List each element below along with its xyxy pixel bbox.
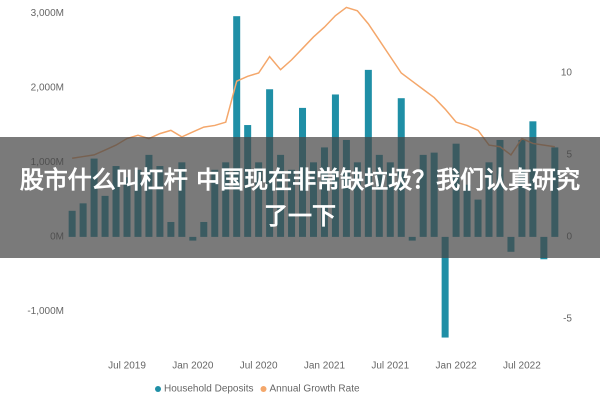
overlay-text: 股市什么叫杠杆 中国现在非常缺垃圾？我们认真研究了一下 xyxy=(19,165,581,230)
x-tick-label: Jul 2022 xyxy=(503,361,541,372)
bar xyxy=(441,236,449,338)
bar xyxy=(233,16,241,237)
y-tick-label: 3,000M xyxy=(31,8,64,19)
legend-label: Household Deposits xyxy=(164,384,254,395)
overlay-banner: 股市什么叫杠杆 中国现在非常缺垃圾？我们认真研究了一下 xyxy=(0,137,600,258)
x-tick-label: Jan 2021 xyxy=(304,361,346,372)
x-tick-label: Jul 2021 xyxy=(371,361,409,372)
y-tick-label: 2,000M xyxy=(31,82,64,93)
legend-label: Annual Growth Rate xyxy=(270,384,360,395)
y2-tick-label: -5 xyxy=(563,313,572,324)
x-tick-label: Jul 2019 xyxy=(108,361,146,372)
line xyxy=(72,6,555,159)
x-tick-label: Jan 2020 xyxy=(172,361,214,372)
x-tick-label: Jan 2022 xyxy=(436,361,478,372)
legend-marker xyxy=(155,386,161,392)
y-tick-label: -1,000M xyxy=(27,306,64,317)
x-tick-label: Jul 2020 xyxy=(240,361,278,372)
legend-marker xyxy=(260,386,267,392)
y2-tick-label: 10 xyxy=(561,68,573,79)
